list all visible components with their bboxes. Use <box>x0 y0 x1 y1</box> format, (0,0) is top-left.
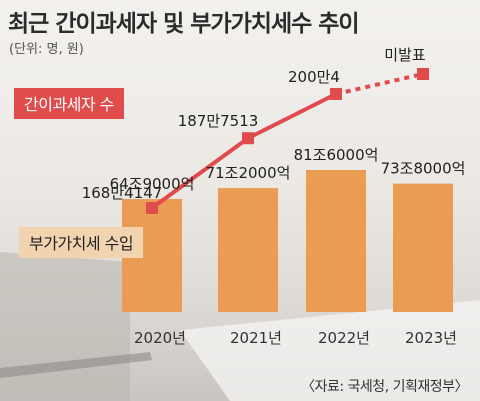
legend-line-label: 간이과세자 수 <box>14 88 124 119</box>
line-layer <box>146 68 429 214</box>
bar-value-label-0: 64조9000억 <box>110 175 195 193</box>
line-value-label-0: 168만4147 <box>82 184 163 202</box>
bar-2 <box>306 170 366 312</box>
labels-layer: 64조9000억 2020년 71조2000억 2021년 81조6000억 2022년 7… <box>82 46 466 347</box>
pen-shape <box>0 352 152 378</box>
unit-note: (단위: 명, 원) <box>9 42 84 57</box>
line-point-2 <box>330 88 342 100</box>
line-value-label-1: 187만7513 <box>178 112 259 130</box>
bar-3 <box>393 183 453 312</box>
chart-title: 최근 간이과세자 및 부가가치세수 추이 <box>8 11 360 37</box>
bar-value-label-2: 81조6000억 <box>294 146 379 164</box>
x-tick-label-3: 2023년 <box>405 329 457 347</box>
line-value-label-3: 미발표 <box>384 46 426 64</box>
bar-1 <box>218 188 278 312</box>
calculator-shape <box>180 300 480 401</box>
line-series-pending <box>335 72 424 96</box>
line-point-0 <box>146 202 158 214</box>
bars-layer <box>122 170 453 312</box>
legend-bar-label: 부가가치세 수입 <box>19 227 144 258</box>
line-point-3 <box>417 68 429 80</box>
x-tick-label-2: 2022년 <box>318 329 370 347</box>
line-point-1 <box>242 132 254 145</box>
bar-value-label-3: 73조8000억 <box>381 160 466 178</box>
x-tick-label-0: 2020년 <box>134 329 186 347</box>
x-tick-label-1: 2021년 <box>230 329 282 347</box>
bar-value-label-1: 71조2000억 <box>206 164 291 182</box>
line-value-label-2: 200만4 <box>288 68 340 86</box>
source-note: 〈자료: 국세청, 기획재정부〉 <box>301 379 468 395</box>
